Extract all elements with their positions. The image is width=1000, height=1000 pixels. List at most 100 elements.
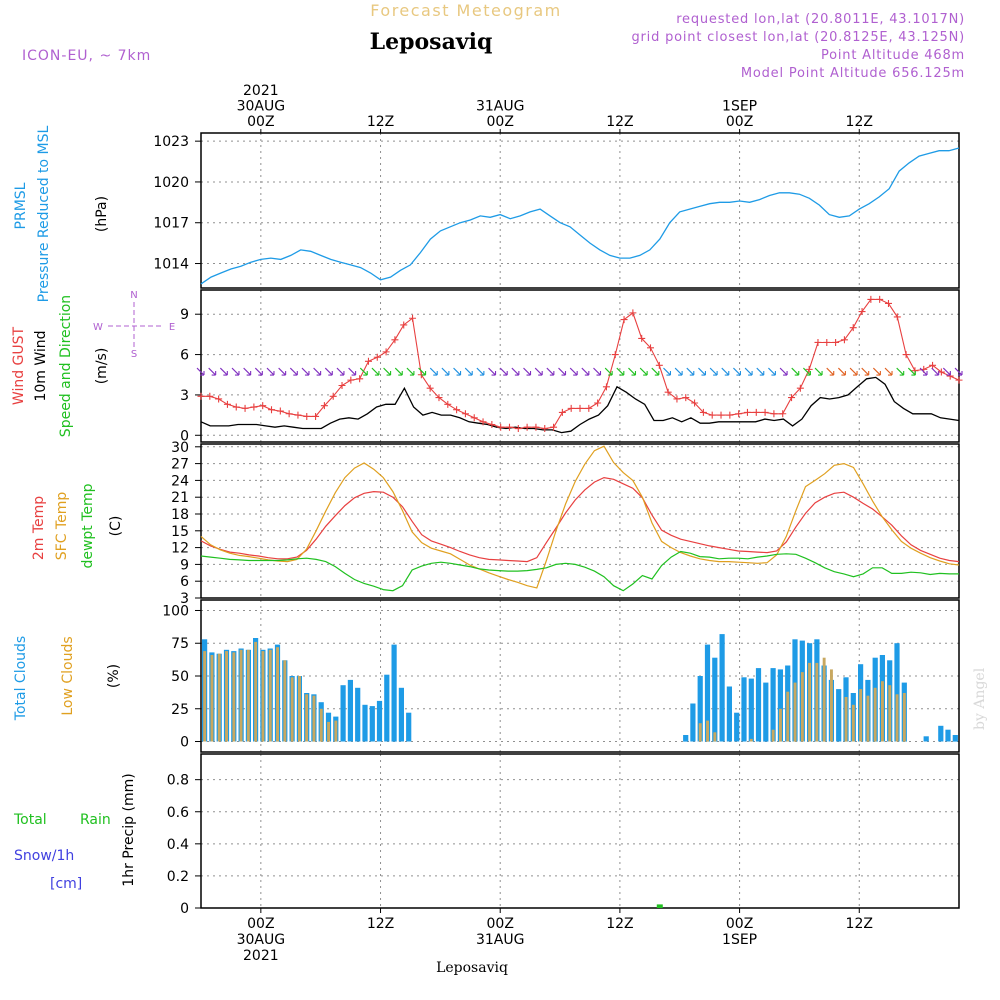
- y-tick-label: 0.8: [167, 773, 189, 789]
- wind-gust-marker: [400, 321, 408, 329]
- wind-gust-marker: [505, 423, 513, 431]
- model-name: ICON-EU, ~ 7km: [22, 48, 151, 64]
- location-title: Leposaviq: [370, 29, 493, 55]
- wind-gust-marker: [955, 376, 963, 384]
- total-cloud-bar: [347, 679, 353, 742]
- wind-gust-marker: [602, 383, 610, 391]
- wind-gust-marker: [929, 361, 937, 369]
- label-cm: [cm]: [50, 876, 82, 892]
- wind-gust-marker: [532, 423, 540, 431]
- wind-gust-marker: [391, 336, 399, 344]
- wind-gust-marker: [294, 411, 302, 419]
- y-tick-label: 75: [171, 636, 189, 652]
- low-cloud-bar: [305, 694, 309, 742]
- wind-direction-arrow-icon: [196, 367, 205, 376]
- wind-gust-marker: [638, 334, 646, 342]
- label-percent: (%): [106, 664, 122, 688]
- wind-gust-marker: [743, 408, 751, 416]
- wind-direction-arrow-icon: [523, 367, 532, 376]
- wind-gust-marker: [558, 408, 566, 416]
- compass-s: S: [131, 349, 137, 360]
- wind-direction-arrow-icon: [336, 367, 345, 376]
- low-cloud-bar: [866, 695, 870, 742]
- wind-gust-marker: [550, 423, 558, 431]
- time-axis-top-label: 2021: [243, 83, 279, 99]
- total-cloud-bar: [777, 669, 783, 742]
- label-pressure: Pressure Reduced to MSL: [36, 125, 52, 302]
- wind-direction-arrow-icon: [733, 367, 741, 376]
- y-tick-label: 0.2: [167, 869, 189, 885]
- total-cloud-bar: [755, 668, 762, 742]
- wind-direction-arrow-icon: [884, 367, 893, 376]
- low-cloud-bar: [844, 697, 848, 742]
- wind-direction-arrow-icon: [371, 367, 380, 376]
- wind-direction-arrow-icon: [464, 367, 473, 376]
- y-tick-label: 0: [180, 735, 189, 751]
- wind-direction-arrow-icon: [289, 367, 298, 376]
- y-tick-label: 0: [180, 428, 189, 444]
- wind-gust-marker: [523, 423, 531, 431]
- wind-direction-arrow-icon: [534, 367, 543, 376]
- wind-gust-marker: [285, 410, 293, 418]
- total-cloud-bar: [376, 700, 383, 742]
- label-rain: Rain: [80, 812, 111, 828]
- wind-gust-marker: [453, 406, 461, 414]
- wind-gust-marker: [303, 412, 311, 420]
- wind-gust-marker: [893, 313, 901, 321]
- wind-direction-arrow-icon: [243, 367, 252, 376]
- low-cloud-bar: [203, 651, 207, 742]
- low-cloud-bar: [851, 704, 855, 742]
- wind-direction-arrow-icon: [872, 367, 881, 376]
- wind-gust-marker: [567, 404, 575, 412]
- wind-gust-marker: [655, 361, 663, 369]
- wind-gust-marker: [338, 382, 346, 390]
- wind-gust-marker: [779, 410, 787, 418]
- wind-direction-arrow-icon: [441, 367, 450, 376]
- low-cloud-bar: [815, 662, 819, 742]
- total-cloud-bar: [894, 643, 900, 742]
- footer-location: Leposaviq: [436, 960, 508, 976]
- wind-gust-marker: [594, 399, 602, 407]
- header-title: Forecast Meteogram: [370, 1, 561, 20]
- total-cloud-bar: [748, 678, 754, 742]
- wind-gust-marker: [320, 402, 328, 410]
- wind-gust-marker: [832, 338, 840, 346]
- low-cloud-bar: [312, 695, 316, 742]
- wind-direction-arrow-icon: [849, 367, 858, 376]
- panel-frame: [200, 599, 960, 753]
- wind-gust-marker: [576, 404, 584, 412]
- total-cloud-bar: [406, 712, 412, 742]
- time-axis-top-label: 12Z: [846, 114, 873, 130]
- y-tick-label: 27: [171, 457, 189, 473]
- wind-gust-marker: [735, 410, 743, 418]
- total-cloud-bar: [697, 676, 703, 742]
- time-axis-bottom-label: 2021: [243, 948, 279, 964]
- low-cloud-bar: [239, 649, 243, 742]
- wind-direction-arrow-icon: [208, 367, 217, 376]
- low-cloud-bar: [276, 647, 279, 742]
- total-cloud-bar: [726, 686, 732, 742]
- low-cloud-bar: [225, 651, 228, 742]
- total-cloud-bar: [719, 634, 725, 742]
- low-cloud-bar: [895, 694, 899, 742]
- low-cloud-bar: [706, 720, 709, 742]
- wind-direction-arrow-icon: [394, 367, 403, 376]
- label-total-clouds: Total Clouds: [13, 636, 29, 721]
- wind-direction-arrow-icon: [919, 367, 928, 376]
- wind-gust-marker: [796, 384, 804, 392]
- low-cloud-bar: [800, 672, 804, 742]
- low-cloud-bar: [210, 655, 214, 742]
- label-ms: (m/s): [94, 348, 110, 385]
- low-cloud-bar: [822, 657, 826, 742]
- wind-direction-arrow-icon: [418, 367, 427, 376]
- y-tick-label: 0: [180, 901, 189, 917]
- gridpoint-coords: grid point closest lon,lat (20.8125E, 43…: [631, 30, 965, 45]
- label-2m-temp: 2m Temp: [31, 496, 47, 560]
- wind-gust-marker: [347, 376, 355, 384]
- total-cloud-bar: [683, 735, 689, 742]
- time-axis-top-label: 00Z: [247, 114, 274, 130]
- wind-direction-arrow-icon: [721, 367, 730, 376]
- wind-direction-arrow-icon: [931, 367, 940, 376]
- wind-gust-marker: [814, 338, 822, 346]
- wind-direction-arrow-icon: [826, 367, 835, 376]
